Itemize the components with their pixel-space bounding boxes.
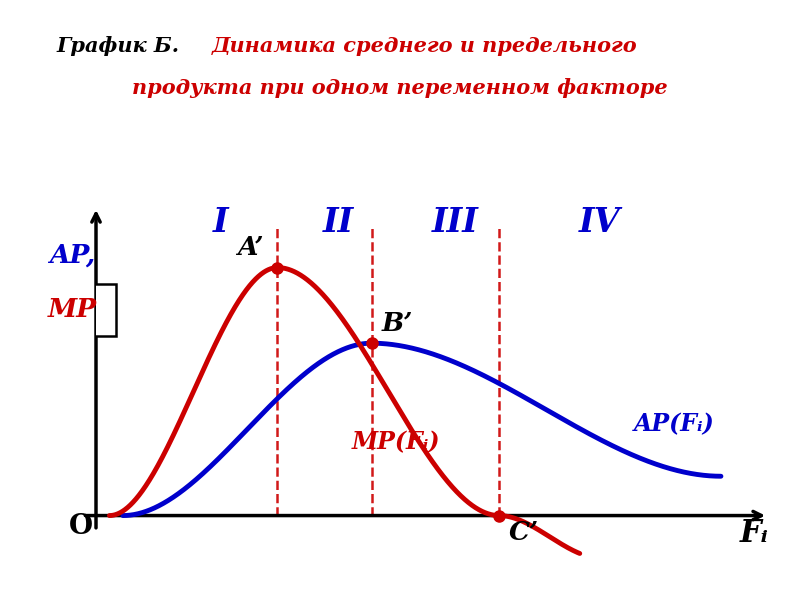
Text: продукта при одном переменном факторе: продукта при одном переменном факторе bbox=[132, 78, 668, 98]
Text: Fᵢ: Fᵢ bbox=[740, 518, 769, 549]
Text: MP: MP bbox=[48, 298, 97, 322]
Text: A’: A’ bbox=[237, 235, 264, 260]
Text: III: III bbox=[432, 206, 479, 239]
Text: IV: IV bbox=[579, 206, 621, 239]
Text: График Б.: График Б. bbox=[56, 36, 186, 56]
Text: Динамика среднего и предельного: Динамика среднего и предельного bbox=[212, 36, 638, 56]
Text: MP(Fᵢ): MP(Fᵢ) bbox=[351, 430, 440, 454]
Text: II: II bbox=[322, 206, 354, 239]
Text: O: O bbox=[69, 513, 94, 540]
Text: AP(Fᵢ): AP(Fᵢ) bbox=[634, 412, 714, 436]
Text: AP,: AP, bbox=[49, 243, 95, 268]
Text: C’: C’ bbox=[510, 520, 539, 545]
Text: B’: B’ bbox=[382, 311, 413, 336]
Text: I: I bbox=[213, 206, 228, 239]
FancyBboxPatch shape bbox=[29, 284, 116, 335]
